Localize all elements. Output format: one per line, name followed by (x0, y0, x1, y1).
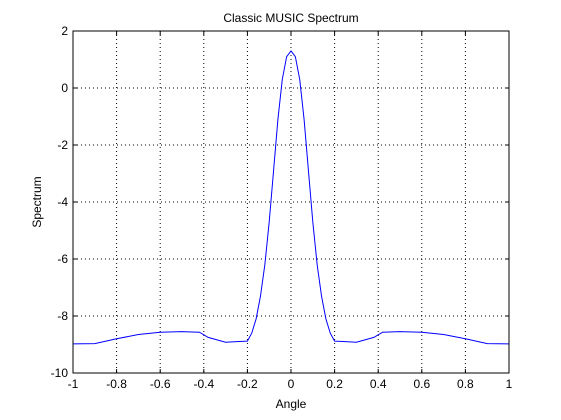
y-tick-label: -10 (51, 366, 69, 380)
plot-frame (72, 30, 510, 374)
x-tick-label: -1 (68, 377, 79, 391)
y-tick-label: -4 (57, 195, 68, 209)
plot-area (72, 30, 510, 374)
y-tick-label: -8 (57, 309, 68, 323)
x-tick-label: -0.8 (106, 377, 127, 391)
y-tick-label: -2 (57, 138, 68, 152)
series-group (72, 50, 510, 345)
x-tick-label: 0.6 (413, 377, 430, 391)
x-tick-label: 0.4 (370, 377, 387, 391)
x-tick-label: -0.2 (237, 377, 258, 391)
y-tick-label: 2 (61, 24, 68, 38)
x-tick-label: -0.4 (193, 377, 214, 391)
chart-title: Classic MUSIC Spectrum (223, 11, 358, 25)
y-tick-label: 0 (61, 81, 68, 95)
x-tick-label: 1 (506, 377, 513, 391)
x-tick-label: 0 (288, 377, 295, 391)
y-tick-label: -6 (57, 252, 68, 266)
axis-ticks: -1 -0.8 -0.6 -0.4 -0.2 0 0.2 0.4 0.6 0.8 1 -10 -8 -6 -… (51, 24, 513, 391)
x-tick-label: 0.2 (326, 377, 343, 391)
grid (73, 31, 509, 373)
x-tick-label: -0.6 (150, 377, 171, 391)
x-tick-label: 0.8 (457, 377, 474, 391)
y-axis-label: Spectrum (30, 176, 44, 227)
x-axis-label: Angle (276, 397, 307, 411)
spectrum-series-line (72, 50, 510, 345)
